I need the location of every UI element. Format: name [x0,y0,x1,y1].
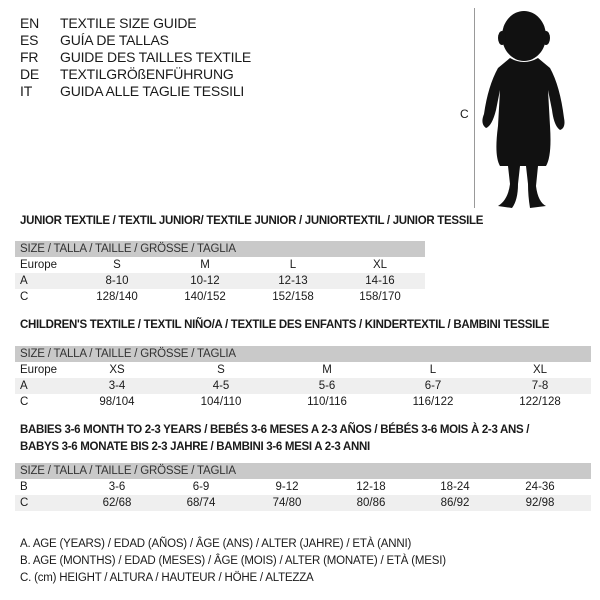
section-title: CHILDREN'S TEXTILE / TEXTIL NIÑO/A / TEX… [20,319,550,331]
table-row: Europe XS S M L XL [15,362,591,378]
language-title: GUIDE DES TAILLES TEXTILE [60,49,252,65]
child-silhouette-icon [482,11,565,208]
table-cell: 116/122 [412,396,454,408]
height-label: C [460,107,469,121]
table-cell: XS [109,364,125,376]
row-label: A [20,380,28,392]
table-cell: L [289,259,297,271]
table-row: Europe S M L XL [15,257,425,273]
legend-line: C. (cm) HEIGHT / ALTURA / HAUTEUR / HÖHE… [20,572,314,584]
language-title: GUIDA ALLE TAGLIE TESSILI [60,83,245,99]
row-label: Europe [20,364,58,376]
row-label: C [20,291,29,303]
table-cell: 6-9 [192,481,210,493]
table-cell: 6-7 [424,380,442,392]
table-cell: 3-4 [108,380,126,392]
size-table-header: SIZE / TALLA / TAILLE / GRÖSSE / TAGLIA [15,346,591,362]
table-cell: 24-36 [525,481,555,493]
table-cell: 140/152 [184,291,226,303]
table-cell: 12-18 [356,481,386,493]
table-cell: XL [372,259,388,271]
table-cell: 68/74 [186,497,216,509]
table-cell: 12-13 [278,275,308,287]
row-label: C [20,396,29,408]
table-cell: 110/116 [307,396,347,408]
table-cell: 5-6 [318,380,336,392]
language-title: GUÍA DE TALLAS [60,32,169,48]
table-cell: 86/92 [440,497,470,509]
table-cell: 3-6 [108,481,126,493]
table-cell: 152/158 [272,291,314,303]
table-row: C 98/104 104/110 110/116 116/122 122/128 [15,394,591,410]
row-label: Europe [20,259,58,271]
table-cell: 10-12 [190,275,220,287]
table-cell: 74/80 [272,497,302,509]
table-cell: 14-16 [365,275,395,287]
table-cell: L [429,364,437,376]
table-row: C 62/68 68/74 74/80 80/86 86/92 92/98 [15,495,591,511]
table-cell: M [200,259,210,271]
size-table: SIZE / TALLA / TAILLE / GRÖSSE / TAGLIA B… [15,463,591,511]
language-code: DE [20,66,40,82]
section-title: BABYS 3-6 MONATE BIS 2-3 JAHRE / BAMBINI… [20,441,370,453]
language-code: FR [20,49,39,65]
language-code: IT [20,83,33,99]
language-title: TEXTILE SIZE GUIDE [60,15,197,31]
table-cell: XL [532,364,548,376]
table-row: A 8-10 10-12 12-13 14-16 [15,273,425,289]
size-table: SIZE / TALLA / TAILLE / GRÖSSE / TAGLIA E… [15,241,425,305]
table-cell: 62/68 [102,497,132,509]
table-cell: 98/104 [99,396,135,408]
row-label: B [20,481,28,493]
height-line [474,8,475,208]
section-title: JUNIOR TEXTILE / TEXTIL JUNIOR/ TEXTILE … [20,215,484,227]
table-cell: 104/110 [200,396,242,408]
table-cell: 8-10 [105,275,129,287]
table-cell: 122/128 [519,396,561,408]
table-cell: 4-5 [212,380,230,392]
legend-line: A. AGE (YEARS) / EDAD (AÑOS) / ÂGE (ANS)… [20,538,412,550]
legend-line: B. AGE (MONTHS) / EDAD (MESES) / ÂGE (MO… [20,555,446,567]
language-title: TEXTILGRÖßENFÜHRUNG [60,66,234,82]
size-table-header: SIZE / TALLA / TAILLE / GRÖSSE / TAGLIA [15,241,425,257]
table-row: B 3-6 6-9 9-12 12-18 18-24 24-36 [15,479,591,495]
row-label: C [20,497,29,509]
table-cell: 128/140 [96,291,138,303]
row-label: A [20,275,28,287]
table-cell: 92/98 [525,497,555,509]
table-cell: S [113,259,121,271]
section-title: BABIES 3-6 MONTH TO 2-3 YEARS / BEBÉS 3-… [20,424,530,436]
size-table: SIZE / TALLA / TAILLE / GRÖSSE / TAGLIA E… [15,346,591,410]
table-cell: 9-12 [275,481,299,493]
language-code: ES [20,32,39,48]
table-cell: S [217,364,225,376]
language-code: EN [20,15,40,31]
table-row: C 128/140 140/152 152/158 158/170 [15,289,425,305]
table-cell: 158/170 [359,291,401,303]
table-cell: 7-8 [531,380,549,392]
table-cell: 18-24 [440,481,470,493]
table-cell: 80/86 [356,497,386,509]
size-table-header: SIZE / TALLA / TAILLE / GRÖSSE / TAGLIA [15,463,591,479]
table-row: A 3-4 4-5 5-6 6-7 7-8 [15,378,591,394]
table-cell: M [322,364,332,376]
